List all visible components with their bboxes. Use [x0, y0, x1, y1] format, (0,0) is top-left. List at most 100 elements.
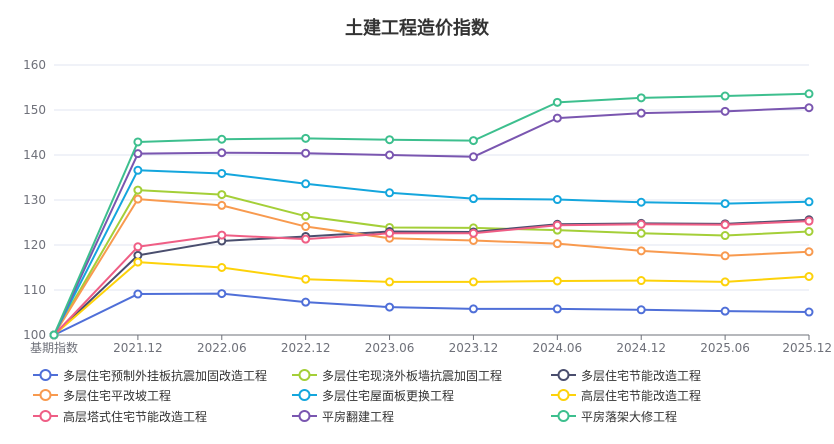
data-point[interactable] [720, 199, 730, 209]
data-point[interactable] [804, 272, 814, 281]
data-point[interactable] [636, 228, 646, 238]
legend-item[interactable]: 多层住宅平改坡工程 [33, 385, 171, 405]
series-6 [49, 216, 814, 340]
legend-item[interactable]: 多层住宅现浇外板墙抗震加固工程 [292, 365, 502, 385]
series-5 [49, 257, 814, 340]
data-point[interactable] [133, 137, 143, 147]
series-4 [49, 165, 814, 340]
data-point[interactable] [217, 263, 227, 272]
data-point[interactable] [552, 97, 562, 107]
data-point[interactable] [385, 150, 395, 160]
data-point[interactable] [636, 197, 646, 207]
data-point[interactable] [720, 106, 730, 116]
data-point[interactable] [552, 113, 562, 123]
legend-label: 高层塔式住宅节能改造工程 [63, 409, 208, 424]
data-point[interactable] [804, 227, 814, 236]
data-point[interactable] [133, 289, 143, 299]
data-point[interactable] [804, 216, 814, 226]
legend-item[interactable]: 平房落架大修工程 [551, 406, 677, 426]
data-point[interactable] [385, 188, 395, 198]
data-point[interactable] [636, 246, 646, 256]
data-point[interactable] [217, 168, 227, 178]
legend-item[interactable]: 多层住宅屋面板更换工程 [292, 385, 454, 405]
x-tick-label: 基期指数 [30, 340, 78, 355]
legend-line-circle-icon [551, 410, 576, 422]
data-point[interactable] [804, 307, 814, 317]
data-point[interactable] [552, 239, 562, 249]
data-point[interactable] [385, 302, 395, 312]
data-point[interactable] [133, 185, 143, 195]
data-point[interactable] [133, 257, 143, 267]
data-point[interactable] [720, 220, 730, 230]
legend-item[interactable]: 多层住宅预制外挂板抗震加固改造工程 [33, 365, 267, 385]
data-point[interactable] [552, 220, 562, 230]
data-point[interactable] [468, 152, 478, 162]
legend-label: 多层住宅屋面板更换工程 [322, 388, 455, 403]
data-point[interactable] [804, 197, 814, 207]
data-point[interactable] [468, 304, 478, 314]
y-tick-label: 110 [23, 283, 46, 297]
data-point[interactable] [133, 149, 143, 159]
data-point[interactable] [217, 200, 227, 210]
data-point[interactable] [804, 247, 814, 257]
data-point[interactable] [636, 93, 646, 103]
data-point[interactable] [720, 277, 730, 287]
data-point[interactable] [552, 195, 562, 205]
series-1 [49, 185, 814, 340]
data-point[interactable] [468, 236, 478, 245]
data-point[interactable] [636, 305, 646, 315]
data-point[interactable] [133, 194, 143, 204]
data-point[interactable] [636, 108, 646, 118]
series-line [53, 92, 810, 336]
data-point[interactable] [804, 103, 814, 113]
data-point[interactable] [804, 89, 814, 99]
legend-line-circle-icon [292, 369, 317, 381]
data-point[interactable] [720, 251, 730, 261]
series-line [53, 261, 810, 336]
legend-item[interactable]: 高层住宅节能改造工程 [551, 385, 701, 405]
series-line [53, 106, 810, 336]
data-point[interactable] [133, 165, 143, 175]
data-point[interactable] [301, 179, 311, 189]
y-axis-ticks: 100 110 120 130 140 150 160 [23, 58, 46, 342]
x-tick-label: 2021.12 [113, 341, 163, 355]
data-point[interactable] [49, 330, 59, 340]
data-point[interactable] [385, 277, 395, 287]
legend-line-circle-icon [292, 410, 317, 422]
data-point[interactable] [301, 133, 311, 143]
data-point[interactable] [217, 190, 227, 200]
series-line [53, 218, 810, 336]
legend-label: 多层住宅节能改造工程 [581, 368, 702, 383]
data-point[interactable] [301, 297, 311, 307]
legend-line-circle-icon [33, 389, 58, 401]
data-point[interactable] [720, 91, 730, 101]
data-point[interactable] [468, 136, 478, 146]
data-point[interactable] [385, 135, 395, 145]
data-point[interactable] [217, 148, 227, 158]
data-point[interactable] [217, 134, 227, 144]
data-point[interactable] [720, 231, 730, 241]
data-point[interactable] [301, 274, 311, 284]
data-point[interactable] [720, 306, 730, 316]
data-point[interactable] [301, 148, 311, 158]
data-point[interactable] [552, 304, 562, 314]
data-point[interactable] [133, 242, 143, 252]
legend-item[interactable]: 平房翻建工程 [292, 406, 394, 426]
data-point[interactable] [468, 228, 478, 238]
legend-item[interactable]: 多层住宅节能改造工程 [551, 365, 701, 385]
y-tick-label: 100 [23, 328, 46, 342]
data-point[interactable] [217, 230, 227, 240]
legend-item[interactable]: 高层塔式住宅节能改造工程 [33, 406, 207, 426]
data-point[interactable] [217, 289, 227, 299]
data-point[interactable] [385, 228, 395, 238]
data-point[interactable] [468, 277, 478, 287]
x-tick-label: 2023.06 [365, 341, 415, 355]
data-point[interactable] [301, 222, 311, 232]
data-point[interactable] [552, 276, 562, 286]
data-point[interactable] [301, 234, 311, 244]
data-point[interactable] [636, 276, 646, 286]
series-0 [49, 289, 814, 340]
data-point[interactable] [468, 194, 478, 204]
data-point[interactable] [301, 211, 311, 221]
data-point[interactable] [636, 219, 646, 229]
